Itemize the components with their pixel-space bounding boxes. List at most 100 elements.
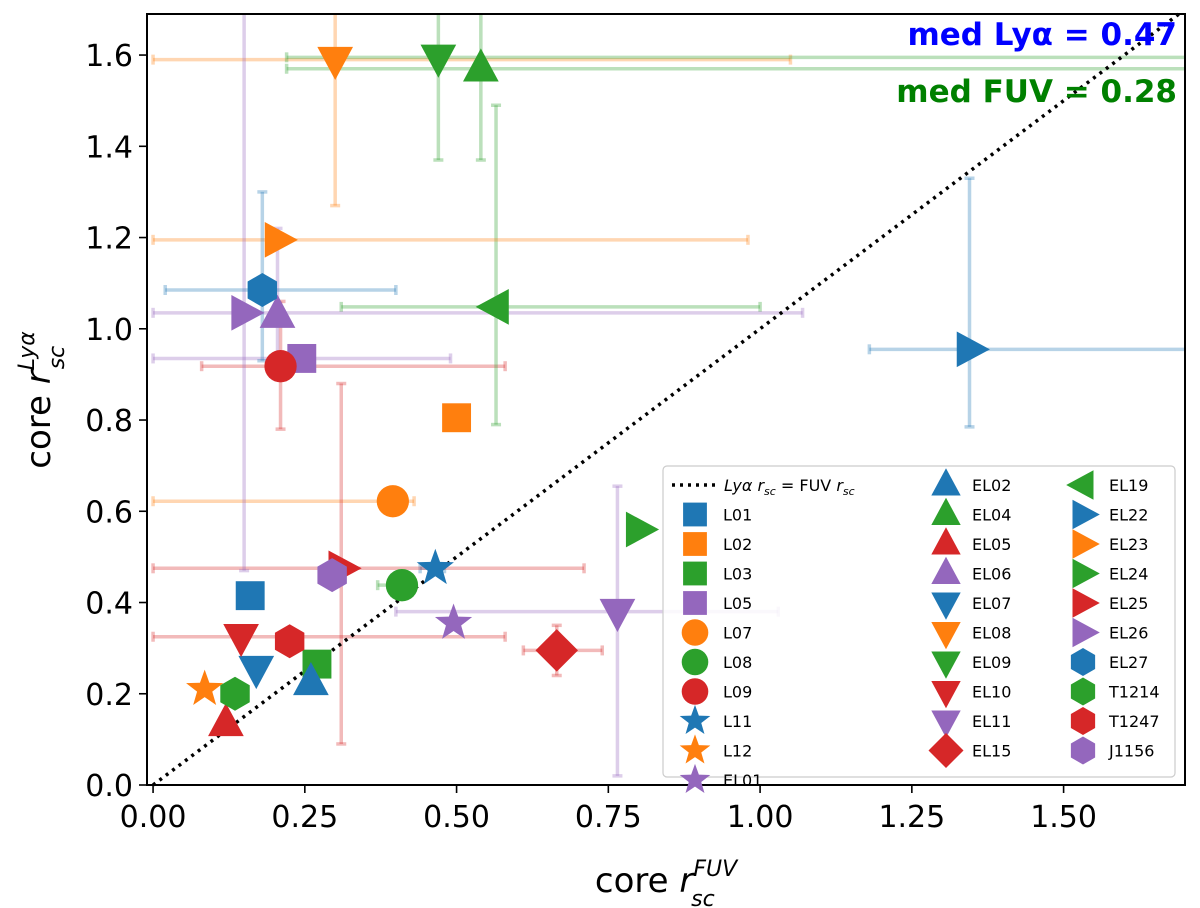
legend-label-EL26: EL26 [1109, 624, 1148, 643]
legend-label-L01: L01 [723, 506, 752, 525]
x-axis-ticks: 0.00 0.25 0.50 0.75 1.00 1.25 1.50 [120, 785, 1097, 835]
reference-line [152, 12, 1180, 787]
marker-EL22 [956, 331, 990, 368]
legend-label-EL02: EL02 [972, 476, 1011, 495]
x-tick-label: 1.50 [1030, 800, 1097, 835]
legend-marker-EL08 [931, 622, 961, 650]
legend-marker-L11 [679, 704, 711, 735]
legend-marker-L09 [681, 678, 709, 705]
legend: Lyα rsc = FUV rsc L01L02L03L05L07L08L09L… [662, 465, 1176, 794]
legend-marker-EL23 [1072, 529, 1100, 559]
reference-line-layer [152, 12, 1180, 787]
legend-marker-EL06 [931, 556, 961, 584]
marker-EL09 [420, 44, 457, 78]
y-axis-label-symbol: r [19, 368, 59, 384]
marker-L01 [235, 581, 265, 611]
y-tick-label: 0.2 [85, 678, 133, 713]
legend-label-EL27: EL27 [1109, 653, 1148, 672]
legend-marker-EL07 [931, 592, 961, 620]
legend-label-EL15: EL15 [972, 742, 1011, 761]
marker-L07 [376, 485, 409, 518]
legend-box [662, 465, 1176, 778]
annotation-median-fuv: med FUV = 0.28 [896, 74, 1177, 110]
marker-EL10 [223, 623, 259, 658]
legend-marker-L01 [683, 502, 707, 527]
legend-marker-EL27 [1070, 648, 1096, 676]
marker-EL02 [293, 661, 329, 696]
y-tick-label: 0.4 [85, 587, 133, 622]
legend-marker-L02 [683, 532, 707, 556]
y-axis-label-sub: sc [45, 346, 70, 370]
y-tick-label: 1.6 [85, 39, 133, 74]
legend-marker-L12 [679, 734, 711, 764]
legend-label-L12: L12 [723, 742, 752, 761]
marker-EL05 [208, 703, 244, 737]
legend-label-EL22: EL22 [1109, 506, 1148, 525]
y-axis-label-sup: Lyα [15, 331, 40, 370]
legend-marker-EL25 [1072, 588, 1100, 618]
legend-label-EL07: EL07 [972, 594, 1011, 613]
marker-EL19 [475, 289, 509, 325]
x-axis-label: core rFUV sc [595, 857, 739, 908]
legend-marker-EL05 [931, 527, 961, 555]
x-axis-label-sup: FUV [693, 857, 739, 882]
legend-marker-EL15 [928, 733, 964, 768]
marker-T1214 [220, 676, 250, 711]
x-axis-label-sub: sc [691, 887, 715, 908]
legend-label-L07: L07 [723, 624, 752, 643]
legend-entries: L01 L02 L03 L05 L07 L08 L09 L11 L12 EL01 EL02 EL04 E… [679, 468, 1160, 794]
legend-label-EL06: EL06 [972, 565, 1011, 584]
plot-frame [146, 13, 1186, 786]
marker-L02 [442, 403, 472, 433]
y-tick-label: 0.0 [85, 769, 133, 804]
marker-EL24 [625, 511, 660, 548]
legend-marker-EL19 [1066, 470, 1094, 500]
legend-label-EL04: EL04 [972, 506, 1011, 525]
legend-label-EL09: EL09 [972, 653, 1011, 672]
marker-L11 [416, 548, 454, 585]
legend-marker-EL11 [931, 710, 961, 738]
marker-EL07 [238, 655, 275, 690]
legend-refline-label: Lyα rsc = FUV rsc [724, 476, 855, 498]
legend-marker-L03 [683, 561, 707, 586]
legend-label-T1214: T1214 [1108, 683, 1160, 702]
marker-L12 [186, 669, 224, 706]
marker-EL01 [434, 603, 473, 639]
legend-marker-EL26 [1072, 617, 1100, 648]
y-tick-label: 1.2 [85, 222, 133, 257]
legend-label-EL24: EL24 [1109, 565, 1148, 584]
legend-marker-EL10 [931, 681, 961, 709]
y-axis-ticks: 0.0 0.2 0.4 0.6 0.8 1.0 1.2 1.4 1.6 [85, 39, 147, 804]
legend-marker-EL04 [931, 497, 961, 525]
legend-label-EL05: EL05 [972, 535, 1011, 554]
x-tick-label: 1.00 [727, 800, 794, 835]
legend-label-L02: L02 [723, 535, 752, 554]
marker-EL04 [463, 48, 499, 82]
marker-L09 [264, 350, 297, 383]
legend-marker-L07 [681, 619, 709, 646]
marker-EL27 [247, 273, 278, 308]
marker-EL26 [231, 294, 265, 331]
x-tick-label: 0.25 [271, 800, 338, 835]
legend-marker-J1156 [1070, 736, 1096, 765]
markers-layer [186, 44, 990, 737]
annotation-median-lya: med Lyα = 0.47 [907, 17, 1177, 53]
legend-marker-EL09 [931, 651, 961, 679]
legend-marker-T1247 [1070, 707, 1096, 735]
legend-label-L11: L11 [723, 712, 752, 731]
legend-label-EL08: EL08 [972, 624, 1011, 643]
x-tick-label: 1.25 [878, 800, 945, 835]
y-axis-label-base: core [19, 384, 59, 468]
legend-label-L09: L09 [723, 683, 752, 702]
marker-EL23 [264, 221, 298, 258]
x-axis-label-symbol: r [679, 861, 695, 901]
marker-J1156 [317, 558, 347, 593]
y-tick-label: 0.8 [85, 404, 133, 439]
x-tick-label: 0.50 [423, 800, 490, 835]
legend-marker-EL22 [1072, 499, 1100, 530]
marker-EL11 [599, 598, 636, 633]
marker-EL15 [535, 629, 578, 672]
legend-marker-EL24 [1072, 558, 1100, 589]
x-axis-label-base: core [595, 861, 679, 901]
